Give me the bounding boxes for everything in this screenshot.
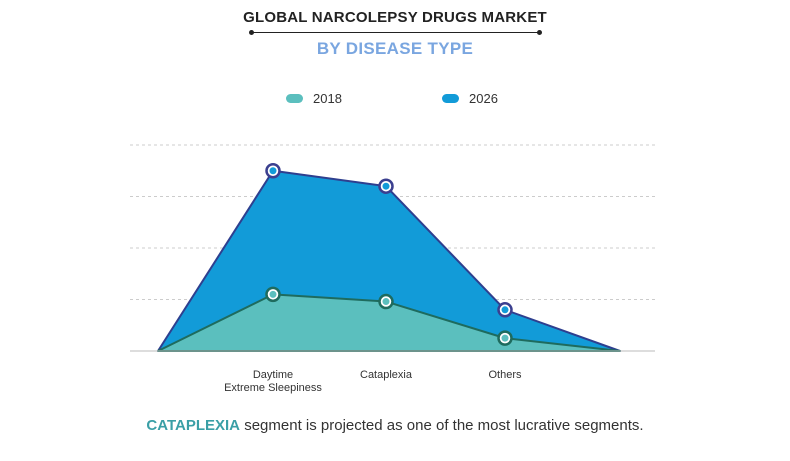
data-point-center-2018 xyxy=(269,290,277,298)
legend-swatch-2026 xyxy=(442,94,459,103)
chart-title: GLOBAL NARCOLEPSY DRUGS MARKET xyxy=(243,9,547,26)
legend-item-2026: 2026 xyxy=(442,91,498,106)
legend-label-2026: 2026 xyxy=(469,91,498,106)
chart-subtitle: BY DISEASE TYPE xyxy=(316,39,474,58)
x-tick-label: Cataplexia xyxy=(360,369,413,381)
data-point-center-2026 xyxy=(269,167,277,175)
footnote-text: segment is projected as one of the most … xyxy=(240,417,644,434)
footnote-highlight: CATAPLEXIA xyxy=(146,417,241,434)
legend-label-2018: 2018 xyxy=(313,91,342,106)
legend-item-2018: 2018 xyxy=(286,91,342,106)
chart-footnote: CATAPLEXIA segment is projected as one o… xyxy=(0,417,790,434)
legend-swatch-2018 xyxy=(286,94,303,103)
data-point-center-2026 xyxy=(501,306,509,314)
underline-dot-left xyxy=(249,30,254,35)
x-tick-label: Daytime Extreme Sleepiness xyxy=(224,369,322,394)
data-point-center-2018 xyxy=(382,298,390,306)
title-underline xyxy=(251,32,540,33)
data-point-center-2026 xyxy=(382,182,390,190)
x-tick-label: Others xyxy=(488,369,522,381)
data-point-center-2018 xyxy=(501,334,509,342)
underline-dot-right xyxy=(537,30,542,35)
